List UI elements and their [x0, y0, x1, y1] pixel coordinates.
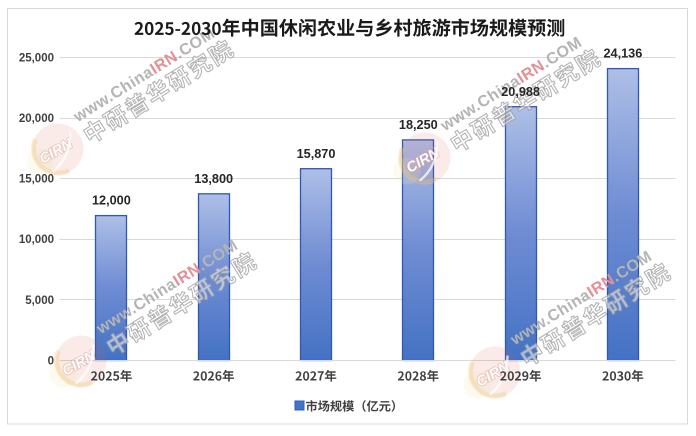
svg-text:0: 0: [48, 355, 54, 367]
svg-text:24,136: 24,136: [603, 47, 642, 61]
svg-text:15,000: 15,000: [19, 174, 54, 186]
svg-text:18,250: 18,250: [399, 118, 438, 132]
svg-text:15,870: 15,870: [297, 147, 336, 161]
svg-text:5,000: 5,000: [25, 295, 54, 307]
svg-text:10,000: 10,000: [19, 234, 54, 246]
svg-text:20,000: 20,000: [19, 113, 54, 125]
svg-text:25,000: 25,000: [19, 53, 54, 65]
svg-text:20,988: 20,988: [501, 85, 540, 99]
svg-text:12,000: 12,000: [92, 194, 131, 208]
svg-text:13,800: 13,800: [194, 172, 233, 186]
